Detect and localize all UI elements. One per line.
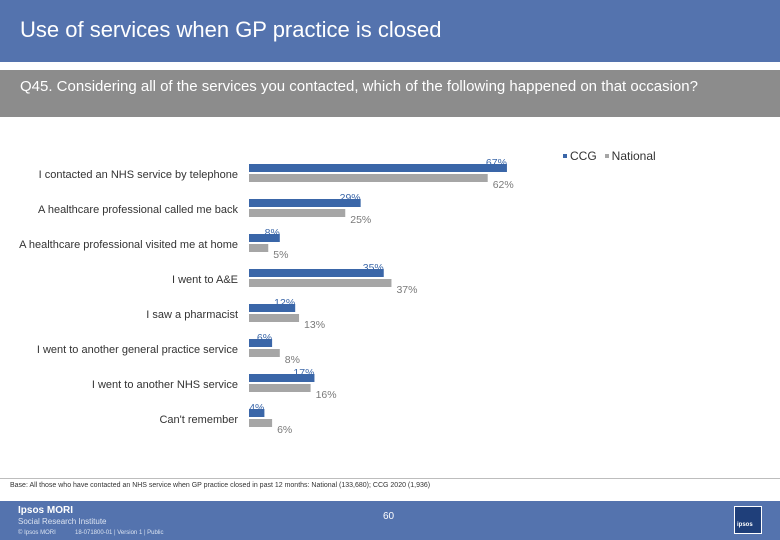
ipsos-badge-text: ipsos: [737, 522, 753, 528]
data-label-ccg: 35%: [363, 262, 384, 274]
data-label-national: 25%: [350, 214, 371, 226]
bar-chart: I contacted an NHS service by telephone 6…: [19, 157, 514, 436]
question-bar: Q45. Considering all of the services you…: [0, 70, 780, 117]
legend-label-ccg: CCG: [570, 149, 597, 163]
bar-ccg: [249, 234, 280, 242]
bar-ccg: [249, 164, 507, 172]
category-label: I went to another NHS service: [92, 379, 238, 391]
category-label: I saw a pharmacist: [146, 309, 238, 321]
copyright-text: © Ipsos MORI: [18, 530, 56, 536]
data-label-national: 13%: [304, 319, 325, 331]
page-title: Use of services when GP practice is clos…: [20, 17, 442, 42]
bar-national: [249, 384, 311, 392]
logo-subtitle: Social Research Institute: [18, 517, 107, 526]
category-label: I contacted an NHS service by telephone: [39, 169, 238, 181]
title-bar: Use of services when GP practice is clos…: [0, 0, 780, 62]
data-label-ccg: 6%: [257, 332, 272, 344]
category-label: A healthcare professional called me back: [38, 204, 238, 216]
page-number: 60: [383, 511, 395, 522]
data-label-national: 8%: [285, 354, 300, 366]
data-label-national: 16%: [316, 389, 337, 401]
bar-ccg: [249, 269, 384, 277]
base-note: Base: All those who have contacted an NH…: [10, 482, 431, 489]
data-label-ccg: 12%: [274, 297, 295, 309]
bar-national: [249, 244, 269, 252]
legend-item-national: National: [604, 149, 656, 163]
legend-label-national: National: [611, 149, 656, 163]
data-label-ccg: 67%: [486, 157, 507, 169]
bar-national: [249, 279, 392, 287]
data-label-ccg: 17%: [293, 367, 314, 379]
job-reference: 18-071800-01 | Version 1 | Public: [75, 530, 164, 536]
category-label: Can't remember: [159, 414, 238, 426]
data-label-ccg: 4%: [249, 402, 264, 414]
question-text: Q45. Considering all of the services you…: [20, 78, 698, 95]
bar-ccg: [249, 409, 265, 417]
footer-bar: [0, 501, 780, 540]
bar-national: [249, 314, 300, 322]
bar-national: [249, 174, 488, 182]
bar-national: [249, 349, 280, 357]
category-label: I went to another general practice servi…: [37, 344, 238, 356]
data-label-national: 37%: [396, 284, 417, 296]
data-label-ccg: 8%: [265, 227, 280, 239]
legend-swatch-ccg: [563, 154, 567, 158]
footer-divider: [0, 478, 780, 479]
bar-national: [249, 419, 273, 427]
category-label: A healthcare professional visited me at …: [19, 239, 238, 251]
data-label-national: 5%: [273, 249, 288, 261]
bar-ccg: [249, 339, 273, 347]
ipsos-logo-icon: ipsos: [734, 506, 762, 534]
legend-swatch-national: [604, 154, 609, 158]
chart-legend: CCG National: [563, 149, 656, 163]
legend-item-ccg: CCG: [563, 149, 597, 163]
data-label-ccg: 29%: [340, 192, 361, 204]
data-label-national: 6%: [277, 424, 292, 436]
data-label-national: 62%: [493, 179, 514, 191]
bar-ccg: [249, 374, 315, 382]
category-label: I went to A&E: [172, 274, 238, 286]
bar-national: [249, 209, 346, 217]
bar-ccg: [249, 199, 361, 207]
ipsos-mori-logo: Ipsos MORI: [18, 505, 74, 516]
bar-ccg: [249, 304, 296, 312]
